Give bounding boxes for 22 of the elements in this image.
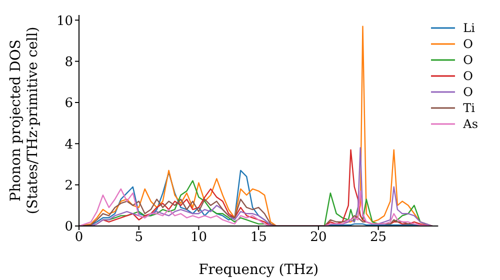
- y-tick-label: 2: [64, 178, 73, 194]
- legend-label: As: [463, 117, 478, 131]
- x-tick-label: 5: [134, 230, 144, 246]
- x-tick-label: 15: [250, 230, 267, 246]
- y-tick-label: 8: [64, 54, 73, 70]
- legend-label: O: [463, 53, 474, 67]
- line-series: [79, 188, 433, 226]
- y-tick-label: 6: [64, 96, 73, 112]
- y-tick-label: 10: [56, 14, 73, 29]
- legend-label: Ti: [463, 101, 476, 115]
- x-axis-title: Frequency (THz): [198, 262, 319, 278]
- y-tick-label: 0: [64, 220, 73, 235]
- x-tick-label: 20: [310, 230, 327, 246]
- legend-label: Li: [463, 21, 475, 35]
- legend-label: O: [463, 85, 474, 99]
- y-tick-label: 4: [64, 137, 73, 152]
- legend-label: O: [463, 37, 474, 51]
- x-tick-label: 25: [370, 230, 387, 246]
- y-axis-title: Phonon projected DOS (States/THz·primitive cell): [8, 26, 41, 214]
- x-tick-label: 10: [190, 230, 207, 246]
- x-tick-label: 0: [74, 230, 84, 246]
- legend-label: O: [463, 69, 474, 83]
